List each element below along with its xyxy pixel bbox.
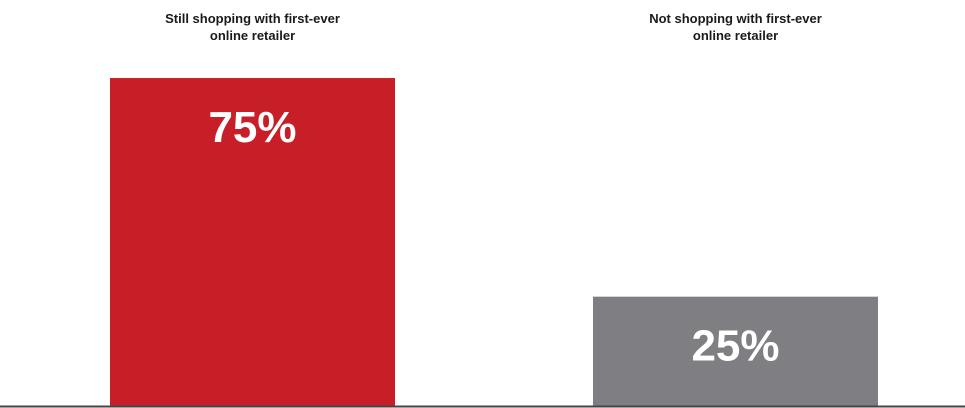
value-labels: 75% 25% [208, 103, 779, 371]
bar-1 [110, 78, 395, 407]
category-label-1-line-1: Still shopping with first-ever [165, 11, 340, 26]
value-label-1: 75% [208, 103, 296, 152]
category-label-1: Still shopping with first-ever online ret… [165, 11, 340, 43]
category-label-2-line-2: online retailer [693, 28, 778, 43]
bar-2 [593, 296, 878, 406]
category-label-2-line-1: Not shopping with first-ever [649, 11, 822, 26]
category-labels: Still shopping with first-ever online ret… [165, 11, 822, 43]
category-label-1-line-2: online retailer [210, 28, 295, 43]
category-label-2: Not shopping with first-ever online retai… [649, 11, 822, 43]
value-label-2: 25% [691, 322, 779, 371]
bars [110, 78, 878, 407]
